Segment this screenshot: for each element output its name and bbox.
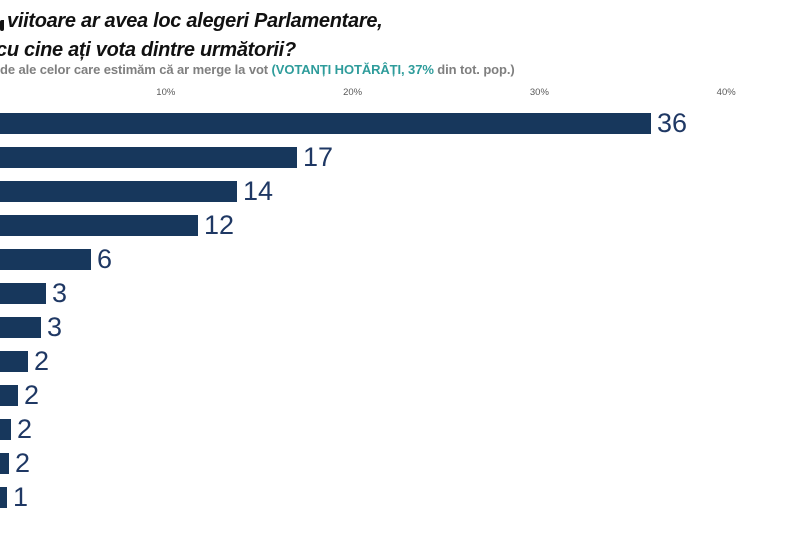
- bar-value-label-6: 3: [52, 278, 68, 308]
- x-axis-tick-40%: 40%: [716, 87, 736, 98]
- bar-value-label-11: 2: [15, 448, 31, 478]
- bar-value-label-1: 36: [657, 108, 688, 138]
- bar-row-1: [0, 113, 651, 134]
- bar-value-label-2: 17: [303, 142, 334, 172]
- x-axis-tick-30%: 30%: [529, 87, 549, 98]
- bar-row-6: [0, 283, 46, 304]
- bar-row-4: [0, 215, 198, 236]
- bar-value-label-8: 2: [34, 346, 50, 376]
- bar-value-label-5: 6: [97, 244, 113, 274]
- chart-subtitle: de ale celor care estimăm că ar merge la…: [0, 62, 515, 78]
- bar-row-12: [0, 487, 7, 508]
- bar-value-label-7: 3: [47, 312, 63, 342]
- bar-value-label-9: 2: [24, 380, 40, 410]
- bar-row-9: [0, 385, 18, 406]
- chart-title-line-1: viitoare ar avea loc alegeri Parlamentar…: [7, 10, 383, 32]
- bar-row-5: [0, 249, 91, 270]
- x-axis-tick-20%: 20%: [343, 87, 363, 98]
- chart-title-line-2: cu cine ați vota dintre următorii?: [0, 39, 296, 61]
- subtitle-prefix: de ale celor care estimăm că ar merge la…: [0, 62, 272, 77]
- clipped-letter-fragment: [0, 20, 4, 31]
- bar-row-7: [0, 317, 41, 338]
- subtitle-suffix: din tot. pop.): [433, 62, 515, 77]
- bar-value-label-4: 12: [204, 210, 235, 240]
- bar-row-3: [0, 181, 237, 202]
- bar-value-label-3: 14: [243, 176, 274, 206]
- bar-row-8: [0, 351, 28, 372]
- bar-row-10: [0, 419, 11, 440]
- bar-row-11: [0, 453, 9, 474]
- bar-row-2: [0, 147, 297, 168]
- bar-value-label-10: 2: [17, 414, 33, 444]
- subtitle-highlight-decided-voters: (VOTANȚI HOTĂRÂȚI, 37%: [271, 62, 434, 77]
- x-axis-tick-10%: 10%: [156, 87, 176, 98]
- bar-value-label-12: 1: [13, 482, 29, 512]
